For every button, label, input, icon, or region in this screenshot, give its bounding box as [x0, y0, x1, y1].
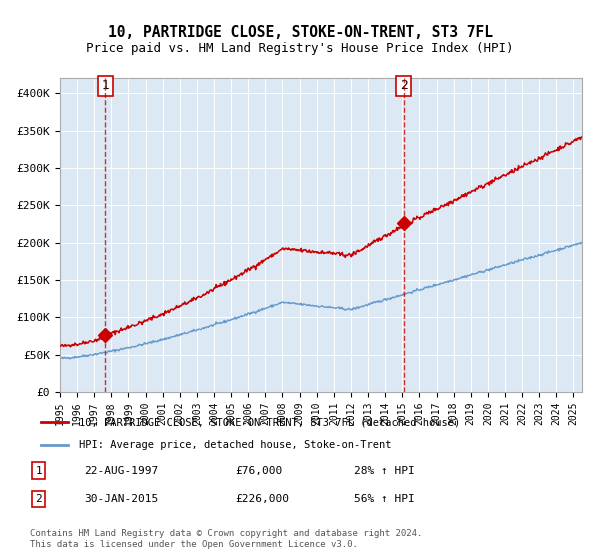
Text: 1: 1 — [101, 80, 109, 92]
Text: £226,000: £226,000 — [235, 494, 289, 504]
Text: 22-AUG-1997: 22-AUG-1997 — [84, 466, 158, 476]
Text: 1: 1 — [35, 466, 42, 476]
Text: Price paid vs. HM Land Registry's House Price Index (HPI): Price paid vs. HM Land Registry's House … — [86, 42, 514, 55]
Text: 2: 2 — [35, 494, 42, 504]
Text: HPI: Average price, detached house, Stoke-on-Trent: HPI: Average price, detached house, Stok… — [79, 440, 391, 450]
Text: Contains HM Land Registry data © Crown copyright and database right 2024.
This d: Contains HM Land Registry data © Crown c… — [30, 529, 422, 549]
Text: 2: 2 — [400, 80, 407, 92]
Text: £76,000: £76,000 — [235, 466, 283, 476]
Text: 30-JAN-2015: 30-JAN-2015 — [84, 494, 158, 504]
Text: 28% ↑ HPI: 28% ↑ HPI — [354, 466, 415, 476]
Text: 10, PARTRIDGE CLOSE, STOKE-ON-TRENT, ST3 7FL (detached house): 10, PARTRIDGE CLOSE, STOKE-ON-TRENT, ST3… — [79, 417, 460, 427]
Text: 56% ↑ HPI: 56% ↑ HPI — [354, 494, 415, 504]
Text: 10, PARTRIDGE CLOSE, STOKE-ON-TRENT, ST3 7FL: 10, PARTRIDGE CLOSE, STOKE-ON-TRENT, ST3… — [107, 25, 493, 40]
